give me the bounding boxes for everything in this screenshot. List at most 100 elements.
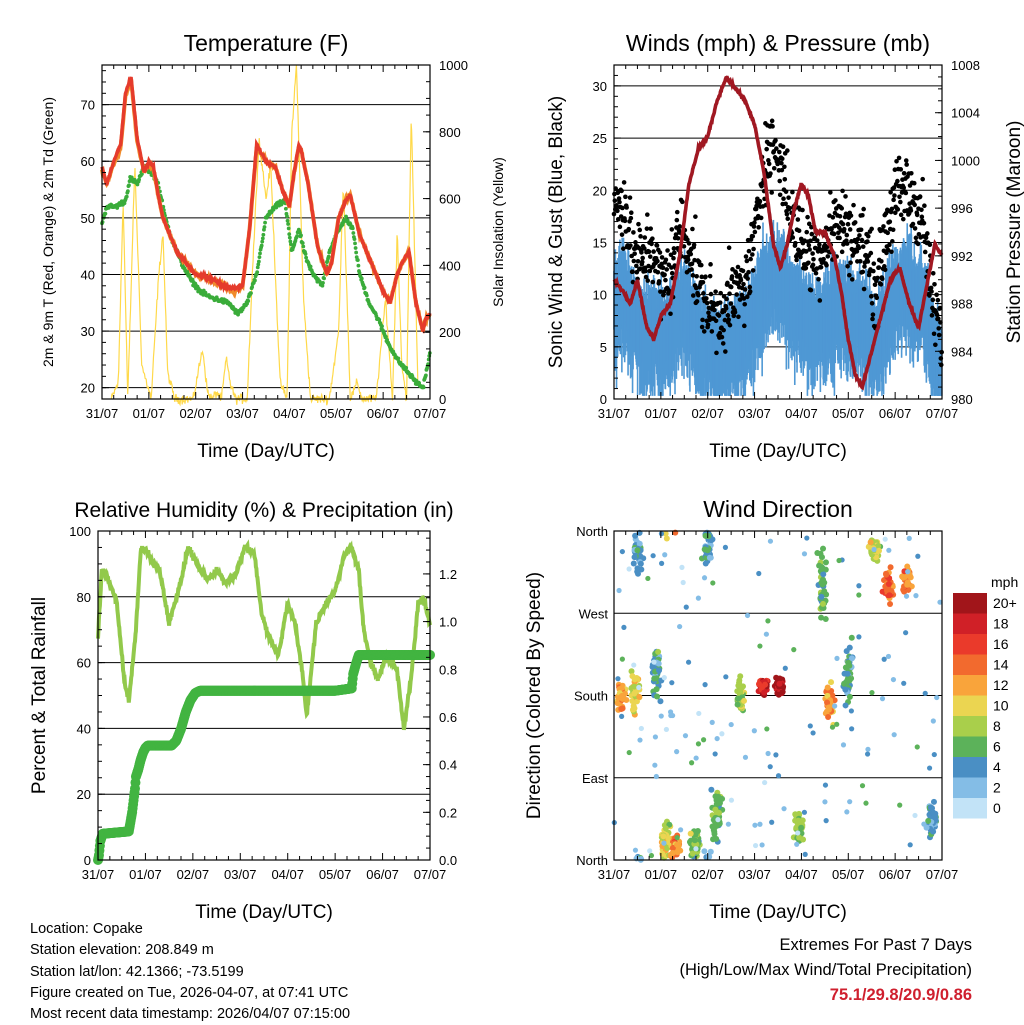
humidity-y-tick-label: 40 xyxy=(77,721,91,736)
direction-point xyxy=(865,746,871,752)
dewpoint-point xyxy=(261,232,266,237)
colorbar-swatch xyxy=(953,654,987,675)
direction-point xyxy=(856,592,862,598)
gust-point xyxy=(615,217,621,222)
gust-point xyxy=(655,258,660,264)
gust-point xyxy=(806,260,811,266)
direction-point xyxy=(769,819,775,825)
direction-point xyxy=(626,566,632,572)
gust-point xyxy=(619,188,624,194)
gust-point xyxy=(783,189,789,194)
direction-point xyxy=(716,809,723,816)
winds-y-axis-label: Sonic Wind & Gust (Blue, Black) xyxy=(546,96,567,368)
gust-point xyxy=(630,279,636,285)
direction-x-tick-label: 07/07 xyxy=(926,867,959,882)
gust-point xyxy=(934,312,940,318)
direction-x-tick-label: 04/07 xyxy=(785,867,818,882)
gust-point xyxy=(860,244,866,249)
humidity-x-tick-label: 01/07 xyxy=(129,867,162,882)
temperature-x-tick-label: 03/07 xyxy=(226,406,259,421)
gust-point xyxy=(783,201,788,207)
colorbar-swatch xyxy=(953,777,987,798)
direction-point xyxy=(619,713,625,719)
gust-point xyxy=(725,313,731,318)
gust-point xyxy=(747,284,753,290)
direction-point xyxy=(738,685,745,692)
gust-point xyxy=(662,272,667,278)
gust-point xyxy=(645,278,651,283)
direction-point xyxy=(736,677,743,684)
direction-point xyxy=(638,725,644,732)
direction-point xyxy=(669,680,675,686)
gust-point xyxy=(639,259,645,265)
gust-point xyxy=(740,268,746,274)
gust-point xyxy=(861,206,866,212)
gust-point xyxy=(700,279,706,285)
direction-point xyxy=(791,647,797,653)
winds-y2-tick-label: 1000 xyxy=(951,153,980,168)
gust-point xyxy=(803,265,809,271)
direction-point xyxy=(882,536,888,542)
direction-point xyxy=(842,686,849,693)
gust-point xyxy=(790,189,795,195)
dewpoint-point xyxy=(321,280,325,285)
winds-x-tick-label: 01/07 xyxy=(645,406,678,421)
gust-point xyxy=(825,254,831,259)
dewpoint-point xyxy=(351,231,356,235)
direction-x-tick-label: 06/07 xyxy=(879,867,912,882)
direction-point xyxy=(701,546,708,553)
direction-point xyxy=(884,586,891,593)
gust-point xyxy=(746,269,751,275)
gust-point xyxy=(811,256,816,262)
gust-point xyxy=(694,299,700,304)
dewpoint-point xyxy=(364,293,369,298)
dewpoint-point xyxy=(380,324,384,329)
direction-point xyxy=(846,677,853,684)
direction-point xyxy=(679,564,685,570)
dewpoint-point xyxy=(250,285,255,289)
dewpoint-point xyxy=(353,246,358,250)
gust-point xyxy=(891,197,896,203)
dewpoint-point xyxy=(357,270,362,275)
gust-point xyxy=(703,274,708,280)
direction-point xyxy=(695,741,702,747)
temperature-y-axis-label: 2m & 9m T (Red, Orange) & 2m Td (Green) xyxy=(40,97,56,367)
direction-point xyxy=(825,704,832,711)
dewpoint-point xyxy=(257,255,262,260)
dewpoint-point xyxy=(299,233,303,238)
gust-point xyxy=(934,292,939,298)
gust-point xyxy=(816,276,821,282)
gust-point xyxy=(727,322,733,328)
humidity-plot-area xyxy=(93,539,435,865)
direction-point xyxy=(883,571,890,578)
winds-y-tick-label: 5 xyxy=(600,340,607,355)
gust-point xyxy=(637,266,643,271)
gust-point xyxy=(879,276,885,282)
dewpoint-point xyxy=(256,262,261,267)
gust-point xyxy=(845,221,851,227)
dewpoint-point xyxy=(260,236,265,241)
gust-point xyxy=(782,164,787,170)
gust-point xyxy=(699,274,705,280)
direction-point xyxy=(765,750,771,757)
gust-point xyxy=(671,246,677,251)
gust-point xyxy=(620,205,625,211)
direction-point xyxy=(819,581,826,588)
direction-point xyxy=(752,822,758,828)
gust-point xyxy=(840,221,846,227)
direction-point xyxy=(741,697,748,704)
gust-point xyxy=(647,268,653,274)
gust-point xyxy=(769,118,775,124)
direction-point xyxy=(715,817,721,823)
gust-point xyxy=(785,148,790,153)
direction-point xyxy=(867,539,874,546)
winds-y-tick-label: 25 xyxy=(593,131,607,146)
direction-point xyxy=(776,675,783,682)
station-info: Location: Copake Station elevation: 208.… xyxy=(30,919,350,1025)
gust-point xyxy=(860,269,866,275)
direction-point xyxy=(713,835,720,842)
direction-point xyxy=(632,532,639,539)
direction-point xyxy=(824,699,831,706)
gust-point xyxy=(786,195,791,200)
gust-point xyxy=(680,199,685,205)
